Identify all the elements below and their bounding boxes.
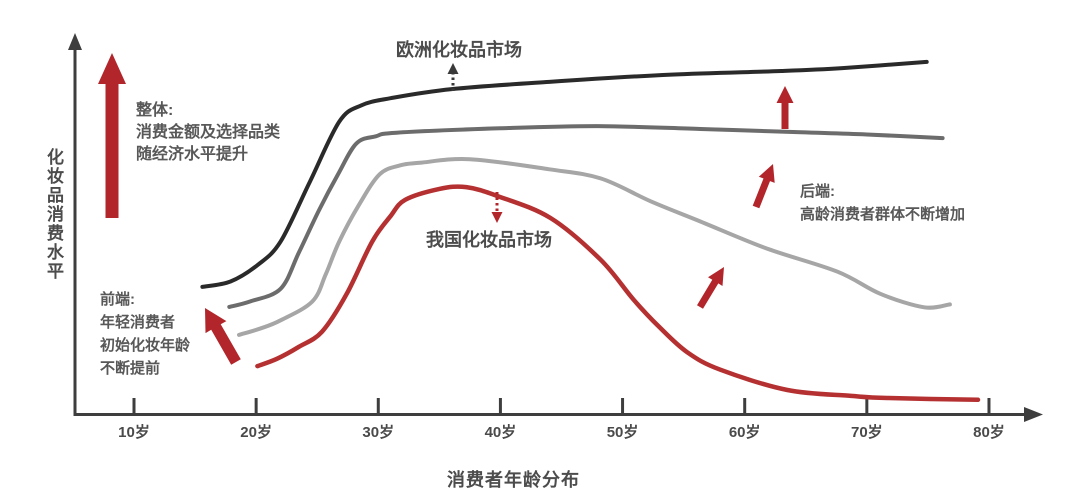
- front-end-annotation-line: 初始化妆年龄: [100, 337, 191, 354]
- europe-market-curve: [200, 59, 929, 289]
- overall-annotation-title: 整体:: [136, 102, 174, 119]
- overall-annotation: 整体: 消费金额及选择品类 随经济水平提升: [136, 100, 280, 166]
- overall-annotation-line: 消费金额及选择品类: [136, 124, 281, 141]
- x-tick-label: 20岁: [240, 424, 272, 441]
- back-end-middle-up-arrow: [752, 164, 775, 209]
- europe-market-label: 欧洲化妆品市场: [396, 40, 522, 60]
- x-tick-label: 70岁: [850, 424, 883, 441]
- front-end-annotation: 前端: 年轻消费者 初始化妆年龄 不断提前: [100, 288, 190, 380]
- europe-label-pointer-head-icon: [447, 63, 459, 74]
- front-end-annotation-line: 不断提前: [100, 360, 161, 377]
- front-end-annotation-title: 前端:: [100, 291, 135, 308]
- x-tick-label: 80岁: [973, 424, 1005, 441]
- x-axis-title: 消费者年龄分布: [447, 470, 580, 490]
- back-end-annotation-title: 后端:: [800, 183, 835, 200]
- front-end-up-arrow: [205, 308, 241, 365]
- x-tick-label: 10岁: [118, 424, 150, 441]
- x-axis-arrow-icon: [1024, 407, 1043, 422]
- x-tick-label: 60岁: [728, 424, 761, 441]
- x-tick-label: 50岁: [606, 424, 639, 441]
- china-label-pointer-head-icon: [491, 212, 503, 223]
- lower-middle-curve: [237, 156, 952, 337]
- upper-middle-curve: [227, 124, 945, 309]
- back-end-top-up-arrow: [776, 86, 794, 129]
- x-tick-label: 40岁: [484, 424, 517, 441]
- y-axis-arrow-icon: [68, 33, 82, 50]
- back-end-lower-up-arrow: [697, 267, 724, 309]
- front-end-annotation-line: 年轻消费者: [100, 314, 176, 331]
- x-tick-label: 30岁: [362, 424, 395, 441]
- overall-annotation-line: 随经济水平提升: [136, 146, 249, 163]
- china-market-curve: [255, 184, 981, 403]
- y-axis-title: 化妆品消费水平: [44, 148, 63, 281]
- back-end-annotation-line: 高龄消费者群体不断增加: [800, 206, 966, 223]
- china-market-label: 我国化妆品市场: [426, 230, 552, 250]
- overall-up-arrow: [98, 53, 126, 218]
- back-end-annotation: 后端: 高龄消费者群体不断增加: [800, 180, 965, 226]
